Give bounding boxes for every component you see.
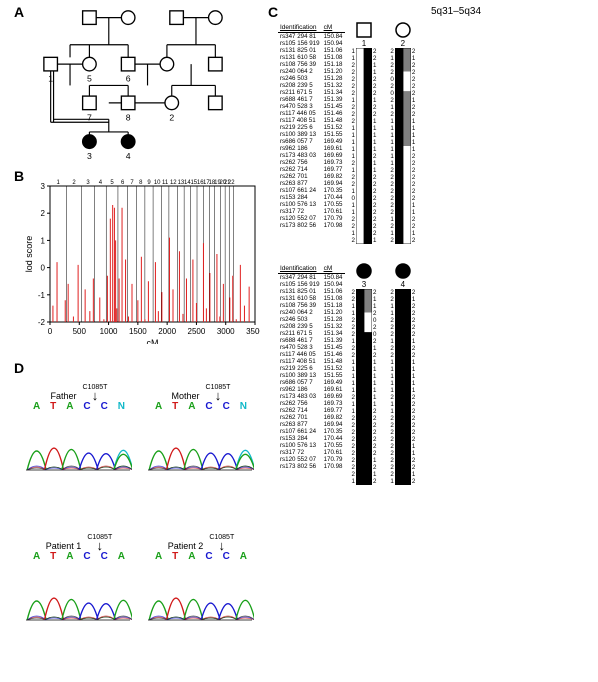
lod-score-chart: -2-1012305001000150020002500300035001234… (20, 174, 260, 344)
svg-text:4: 4 (99, 180, 103, 186)
svg-text:cM: cM (147, 338, 159, 344)
svg-text:8: 8 (126, 112, 131, 122)
svg-text:12: 12 (170, 180, 177, 186)
svg-text:11: 11 (162, 180, 169, 186)
svg-text:2500: 2500 (188, 327, 206, 336)
svg-text:3: 3 (41, 182, 46, 191)
svg-text:1: 1 (48, 74, 53, 84)
svg-text:3: 3 (87, 151, 92, 161)
svg-text:5: 5 (87, 74, 92, 84)
svg-text:2: 2 (169, 112, 174, 122)
svg-text:3500: 3500 (246, 327, 260, 336)
svg-text:-2: -2 (38, 318, 46, 327)
svg-text:5: 5 (110, 180, 114, 186)
svg-text:3: 3 (86, 180, 90, 186)
svg-text:2000: 2000 (158, 327, 176, 336)
svg-text:1: 1 (41, 236, 46, 245)
svg-text:3000: 3000 (217, 327, 235, 336)
panel-a-label: A (14, 4, 24, 20)
chromatogram-panel: FatherC1085T↓ATACCNMotherC1085T↓ATACCNPa… (20, 366, 260, 666)
svg-text:8: 8 (139, 180, 143, 186)
svg-text:1000: 1000 (100, 327, 118, 336)
svg-text:1: 1 (57, 180, 61, 186)
svg-text:500: 500 (73, 327, 87, 336)
svg-text:6: 6 (126, 74, 131, 84)
svg-text:7: 7 (87, 112, 92, 122)
panel-c-label: C (268, 4, 278, 20)
svg-text:0: 0 (48, 327, 53, 336)
svg-text:7: 7 (130, 180, 134, 186)
svg-text:22: 22 (228, 180, 235, 186)
svg-text:4: 4 (126, 151, 131, 161)
pedigree-chart: 1 5 6 7 8 2 3 4 (28, 6, 238, 161)
svg-text:2: 2 (72, 180, 76, 186)
svg-text:2: 2 (41, 209, 46, 218)
svg-text:6: 6 (121, 180, 125, 186)
svg-text:1500: 1500 (129, 327, 147, 336)
svg-text:lod score: lod score (24, 236, 34, 273)
svg-text:0: 0 (41, 264, 46, 273)
svg-text:10: 10 (154, 180, 161, 186)
svg-text:-1: -1 (38, 291, 46, 300)
svg-text:9: 9 (147, 180, 151, 186)
haplotype-panel: 5q31–5q34 IdentificationcMrs347 294 8115… (278, 6, 594, 676)
